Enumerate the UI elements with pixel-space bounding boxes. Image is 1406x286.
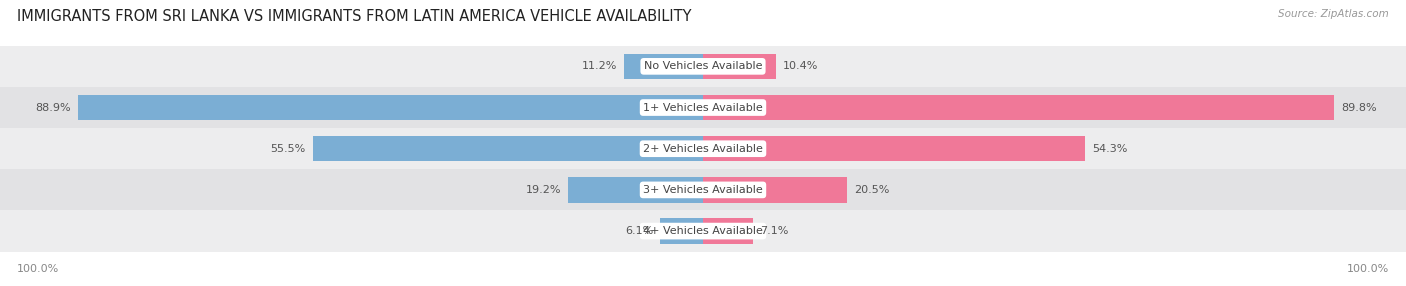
Bar [0,128,1406,169]
Text: 3+ Vehicles Available: 3+ Vehicles Available [643,185,763,195]
Text: 10.4%: 10.4% [783,61,818,71]
Text: 100.0%: 100.0% [17,264,59,274]
Bar [703,53,776,79]
Bar [703,95,1334,120]
Bar [568,177,703,203]
Text: 4+ Vehicles Available: 4+ Vehicles Available [643,226,763,236]
Text: 55.5%: 55.5% [270,144,307,154]
Text: 20.5%: 20.5% [855,185,890,195]
Bar [0,87,1406,128]
Text: No Vehicles Available: No Vehicles Available [644,61,762,71]
Text: 7.1%: 7.1% [759,226,789,236]
Text: Source: ZipAtlas.com: Source: ZipAtlas.com [1278,9,1389,19]
Bar [661,218,703,244]
Text: 6.1%: 6.1% [624,226,652,236]
Text: 11.2%: 11.2% [582,61,617,71]
Text: 19.2%: 19.2% [526,185,561,195]
Bar [312,136,703,162]
Text: 89.8%: 89.8% [1341,103,1376,112]
Bar [703,136,1085,162]
Text: IMMIGRANTS FROM SRI LANKA VS IMMIGRANTS FROM LATIN AMERICA VEHICLE AVAILABILITY: IMMIGRANTS FROM SRI LANKA VS IMMIGRANTS … [17,9,692,23]
Bar [703,177,846,203]
Bar [0,210,1406,252]
Bar [0,169,1406,210]
Text: 1+ Vehicles Available: 1+ Vehicles Available [643,103,763,112]
Bar [77,95,703,120]
Bar [703,218,754,244]
Text: 2+ Vehicles Available: 2+ Vehicles Available [643,144,763,154]
Bar [0,46,1406,87]
Bar [624,53,703,79]
Text: 54.3%: 54.3% [1092,144,1128,154]
Text: 88.9%: 88.9% [35,103,70,112]
Text: 100.0%: 100.0% [1347,264,1389,274]
